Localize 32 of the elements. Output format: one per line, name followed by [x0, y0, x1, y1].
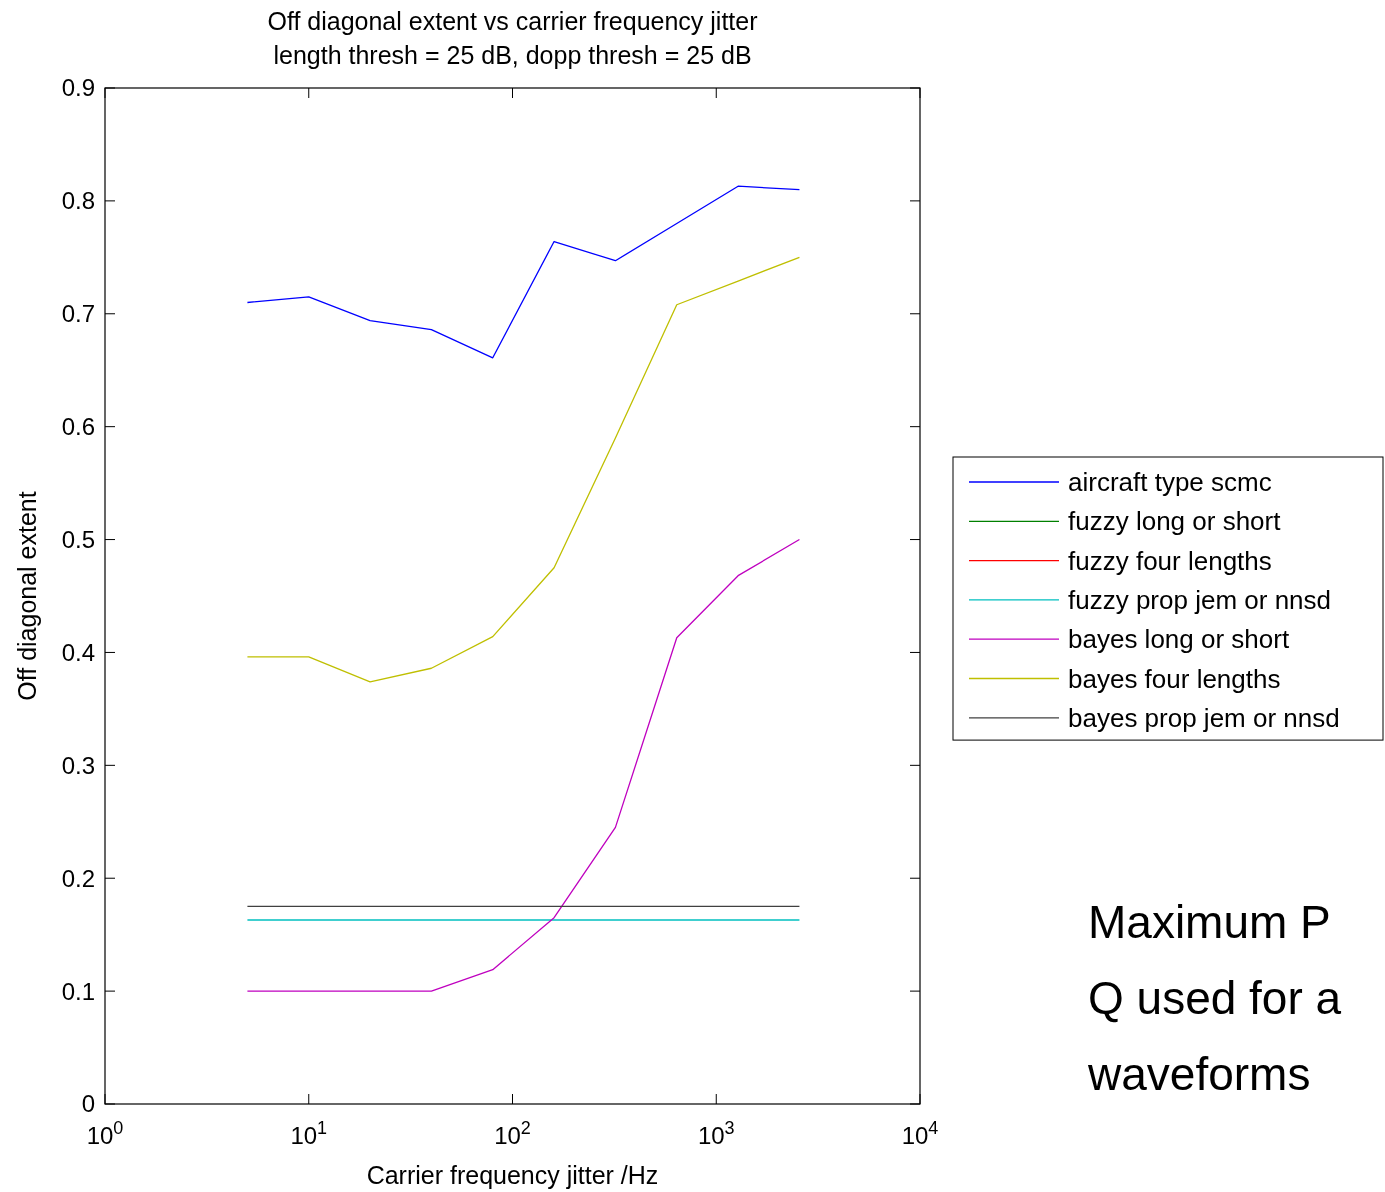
legend-label: fuzzy four lengths	[1068, 545, 1272, 576]
y-tick-label: 0.7	[61, 300, 95, 328]
y-tick-label: 0.1	[61, 977, 95, 1005]
y-tick-label: 0.6	[61, 413, 95, 441]
x-tick-label: 10$^{2}$	[494, 1118, 531, 1149]
y-tick-label: 0.5	[61, 525, 95, 553]
x-tick-label: 10$^{1}$	[290, 1118, 328, 1149]
y-tick-label: 0.2	[61, 864, 95, 892]
y-tick-label: 0.4	[61, 638, 95, 666]
legend-label: bayes long or short	[1068, 624, 1290, 655]
legend-label: fuzzy prop jem or nnsd	[1068, 585, 1332, 615]
text: waveforms	[1087, 1048, 1311, 1100]
chart-title: Off diagonal extent vs carrier frequency jitter	[267, 7, 758, 35]
y-tick-label: 0.9	[61, 74, 95, 102]
legend-label: fuzzy long or short	[1068, 506, 1282, 537]
chart-subtitle: length thresh = 25 dB, dopp thresh = 25 dB	[273, 41, 752, 69]
x-axis-title: Carrier frequency jitter /Hz	[366, 1161, 659, 1189]
x-tick-label: 10$^{4}$	[901, 1118, 939, 1149]
line-series	[246, 538, 801, 992]
x-tick-label: 10$^{3}$	[697, 1118, 735, 1149]
legend-label: bayes prop jem or nnsd	[1068, 702, 1340, 733]
y-tick-label: 0	[81, 1090, 95, 1118]
y-axis-title: Off diagonal extent	[13, 491, 41, 701]
x-tick-label: 10$^{0}$	[86, 1118, 124, 1149]
line-series	[246, 185, 801, 359]
text: Maximum P	[1088, 896, 1331, 948]
legend-label: aircraft type scmc	[1068, 467, 1272, 498]
y-tick-label: 0.3	[61, 751, 95, 779]
legend-label: bayes four lengths	[1068, 663, 1281, 694]
line-series	[246, 256, 801, 683]
text: Q used for a	[1088, 972, 1342, 1024]
y-tick-label: 0.8	[61, 187, 95, 215]
